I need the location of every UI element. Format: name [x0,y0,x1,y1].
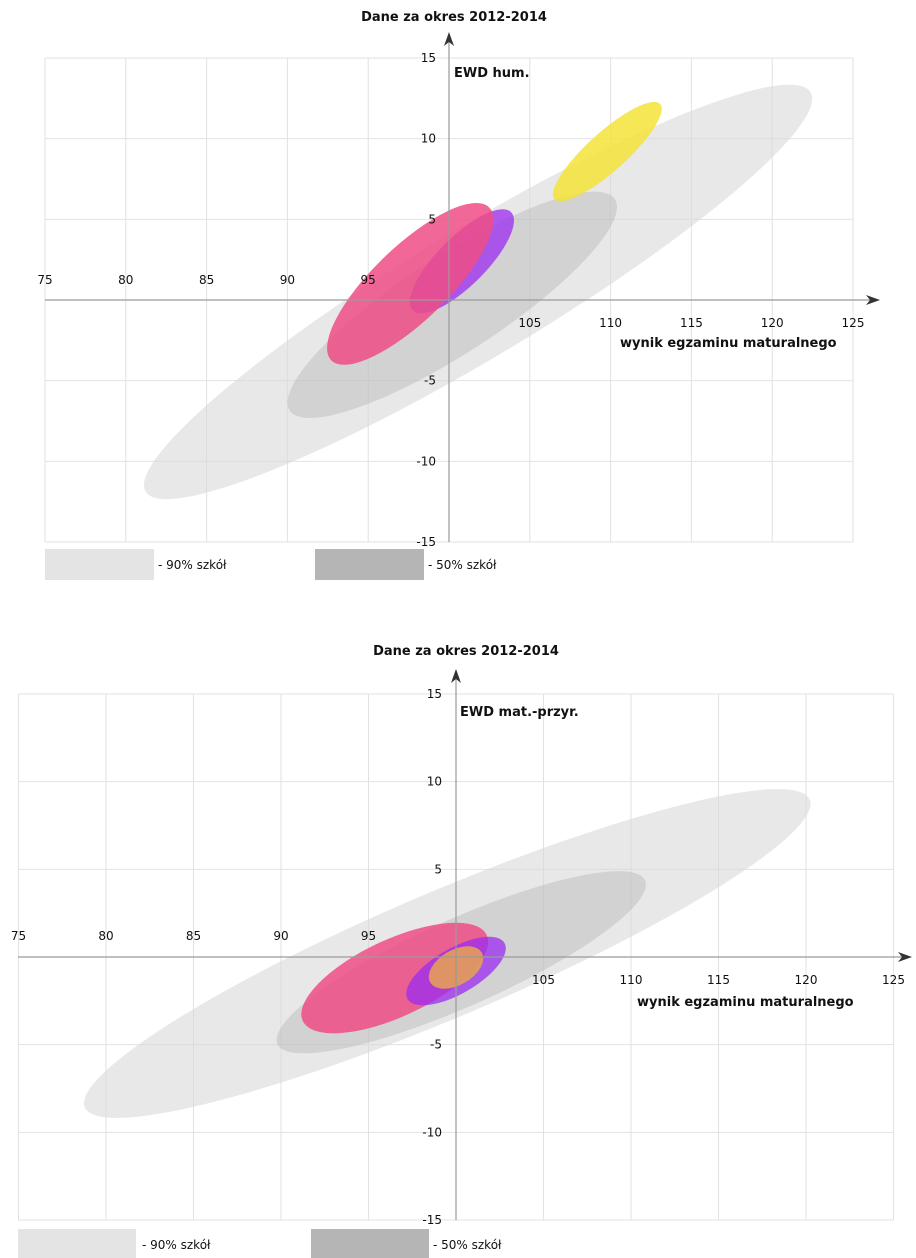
axes [45,32,880,542]
x-tick-label: 75 [11,929,26,943]
axes [18,669,912,1220]
y-tick-label: -5 [430,1038,442,1052]
legend-label-90: - 90% szkół [142,1238,211,1252]
legend-label-50: - 50% szkół [433,1238,502,1252]
x-tick-label: 80 [118,273,133,287]
x-tick-label: 115 [680,316,703,330]
y-axis-label: EWD hum. [454,66,530,81]
x-axis-label: wynik egzaminu maturalnego [620,336,837,351]
y-tick-label: 15 [421,51,436,65]
x-tick-label: 110 [620,973,643,987]
ellipses [143,84,813,500]
y-axis-label: EWD mat.-przyr. [460,705,579,720]
legend-label-90: - 90% szkół [158,558,227,572]
legend-swatch-50 [315,549,424,580]
x-tick-label: 85 [186,929,201,943]
school-ellipse [552,101,662,202]
legend-label-50: - 50% szkół [428,558,497,572]
x-tick-label: 95 [361,929,376,943]
legend-swatch-90 [45,549,154,580]
school-ellipse [301,922,489,1034]
chart-title: Dane za okres 2012-2014 [373,644,559,659]
x-tick-label: 110 [599,316,622,330]
school-ellipse [327,202,494,365]
chart-title: Dane za okres 2012-2014 [361,10,547,25]
y-tick-label: 10 [421,132,436,146]
y-axis-arrow [451,669,461,683]
x-tick-label: 125 [842,316,865,330]
legend: - 90% szkół - 50% szkół [18,1229,502,1258]
y-tick-label: -15 [422,1213,442,1227]
x-tick-label: 95 [361,273,376,287]
y-tick-label: 5 [428,212,436,226]
y-tick-label: -15 [416,535,436,549]
x-axis-arrow [898,952,912,962]
y-tick-label: 10 [427,775,442,789]
x-tick-label: 115 [707,973,730,987]
x-tick-label: 105 [518,316,541,330]
legend: - 90% szkół - 50% szkół [45,549,497,580]
y-axis-arrow [444,32,454,46]
x-tick-label: 125 [882,973,905,987]
legend-swatch-90 [18,1229,136,1258]
ellipse-50-percent [287,191,617,419]
y-tick-label: -5 [424,374,436,388]
x-tick-label: 85 [199,273,214,287]
y-tick-label: 15 [427,687,442,701]
x-tick-label: 90 [280,273,295,287]
x-tick-label: 90 [273,929,288,943]
x-tick-label: 120 [795,973,818,987]
y-tick-label: -10 [422,1125,442,1139]
y-tick-label: 5 [434,862,442,876]
ellipse-90-percent [143,84,813,500]
legend-swatch-50 [311,1229,429,1258]
x-tick-label: 75 [37,273,52,287]
x-tick-label: 80 [98,929,113,943]
x-axis-arrow [866,295,880,305]
x-tick-label: 105 [532,973,555,987]
x-axis-label: wynik egzaminu maturalnego [637,995,854,1010]
y-tick-label: -10 [416,454,436,468]
x-tick-label: 120 [761,316,784,330]
